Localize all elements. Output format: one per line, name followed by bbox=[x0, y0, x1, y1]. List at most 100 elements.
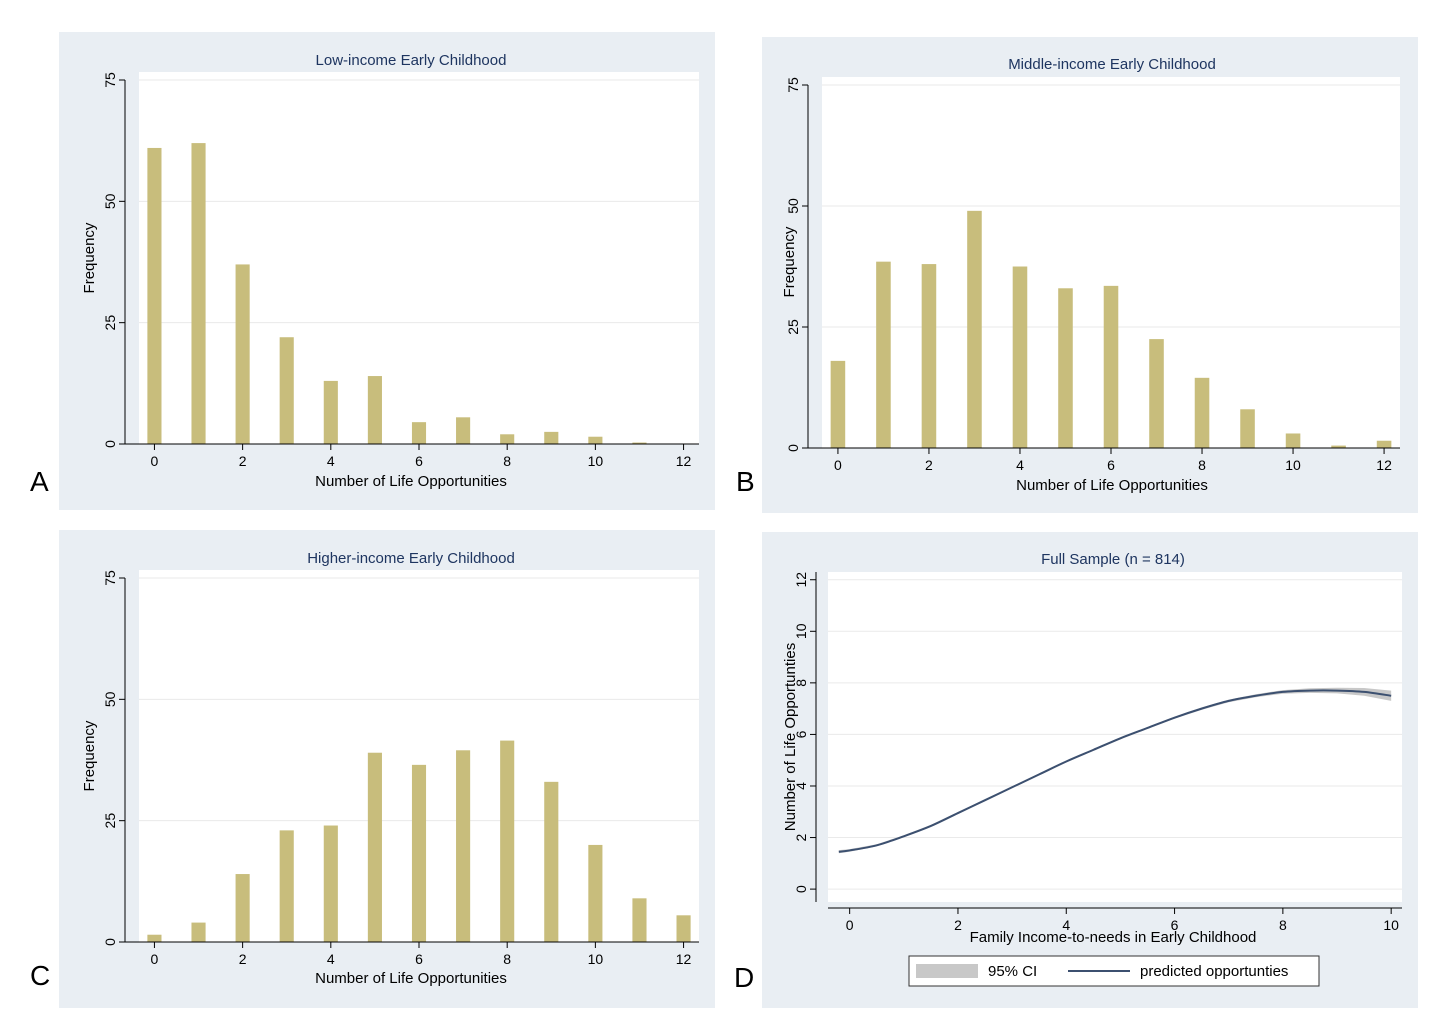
bar bbox=[147, 147, 162, 444]
axes: 0 25 50 75 0 2 4 6 8 10 12 bbox=[102, 570, 699, 967]
bar bbox=[1149, 339, 1164, 448]
x-axis-label: Number of Life Opportunities bbox=[315, 970, 507, 987]
x-tick-label: 4 bbox=[1062, 917, 1070, 933]
legend-ci-swatch bbox=[916, 964, 978, 978]
x-tick-label: 4 bbox=[1016, 457, 1024, 473]
x-tick-label: 10 bbox=[1285, 457, 1301, 473]
y-tick-label: 6 bbox=[793, 730, 809, 738]
y-axis-label: Number of Life Opportunties bbox=[782, 643, 799, 831]
y-tick-label: 0 bbox=[102, 440, 118, 448]
x-tick-label: 6 bbox=[1171, 917, 1179, 933]
axes: 0 25 50 75 0 2 4 6 8 10 12 bbox=[785, 77, 1400, 473]
x-tick-label: 4 bbox=[327, 453, 335, 469]
x-tick-label: 0 bbox=[846, 917, 854, 933]
x-tick-label: 8 bbox=[503, 453, 511, 469]
bar bbox=[456, 417, 471, 444]
legend-ci-label: 95% CI bbox=[988, 963, 1037, 980]
x-axis-label: Family Income-to-needs in Early Childhoo… bbox=[970, 929, 1257, 946]
y-tick-label: 0 bbox=[102, 938, 118, 946]
bar bbox=[1103, 285, 1119, 448]
bar bbox=[1058, 288, 1073, 448]
x-tick-label: 8 bbox=[1198, 457, 1206, 473]
bar bbox=[1194, 377, 1210, 448]
bar bbox=[500, 434, 515, 444]
y-tick-label: 25 bbox=[102, 315, 118, 331]
bar bbox=[279, 337, 294, 444]
gridlines bbox=[828, 579, 1402, 890]
y-tick-label: 25 bbox=[785, 319, 801, 335]
bar bbox=[367, 376, 382, 444]
bar bbox=[235, 264, 250, 444]
bars bbox=[147, 143, 647, 444]
y-axis-label: Frequency bbox=[81, 720, 98, 791]
x-tick-label: 12 bbox=[676, 453, 692, 469]
chart-title: Higher-income Early Childhood bbox=[307, 550, 515, 567]
chart-b: 0 25 50 75 0 2 4 6 8 10 12 Middle-income Early Chi… bbox=[762, 37, 1418, 513]
bars bbox=[830, 210, 1392, 448]
chart-a: 0 25 50 75 0 2 4 6 8 10 12 Low-income Early Childh… bbox=[59, 32, 715, 510]
bar bbox=[1331, 445, 1346, 448]
y-tick-label: 2 bbox=[793, 833, 809, 841]
bar bbox=[191, 922, 206, 942]
y-tick-label: 75 bbox=[102, 72, 118, 88]
x-axis-label: Number of Life Opportunities bbox=[315, 473, 507, 490]
x-tick-label: 0 bbox=[151, 951, 159, 967]
legend: 95% CI predicted opportunties bbox=[908, 955, 1320, 987]
y-tick-label: 4 bbox=[793, 782, 809, 790]
axes: 0 25 50 75 0 2 4 6 8 10 12 bbox=[102, 72, 699, 469]
x-tick-label: 8 bbox=[503, 951, 511, 967]
legend-line-label: predicted opportunties bbox=[1140, 963, 1288, 980]
bar bbox=[1376, 440, 1392, 448]
bar bbox=[676, 915, 691, 942]
y-tick-label: 75 bbox=[102, 570, 118, 586]
panel-d: 0 2 4 6 8 10 12 0 2 4 6 8 10 Full Sample (n = 814) F… bbox=[762, 532, 1418, 1008]
plot-area bbox=[828, 572, 1402, 902]
panel-a: 0 25 50 75 0 2 4 6 8 10 12 Low-income Early Childh… bbox=[59, 32, 715, 510]
x-tick-label: 10 bbox=[588, 951, 604, 967]
panel-letter-c: C bbox=[30, 960, 51, 991]
bar bbox=[830, 360, 846, 448]
bar bbox=[191, 143, 206, 444]
y-tick-label: 8 bbox=[793, 679, 809, 687]
x-tick-label: 0 bbox=[151, 453, 159, 469]
panel-letter-a: A bbox=[30, 466, 49, 497]
y-tick-label: 75 bbox=[785, 77, 801, 93]
bar bbox=[235, 874, 250, 942]
x-tick-label: 2 bbox=[239, 453, 247, 469]
chart-title: Low-income Early Childhood bbox=[316, 52, 507, 69]
y-tick-label: 0 bbox=[785, 444, 801, 452]
x-tick-label: 8 bbox=[1279, 917, 1287, 933]
panel-b: 0 25 50 75 0 2 4 6 8 10 12 Middle-income Early Chi… bbox=[762, 37, 1418, 513]
bar bbox=[147, 934, 162, 942]
bar bbox=[411, 422, 427, 444]
x-axis-label: Number of Life Opportunities bbox=[1016, 477, 1208, 494]
y-tick-label: 12 bbox=[793, 572, 809, 588]
chart-c: 0 25 50 75 0 2 4 6 8 10 12 Higher-income Early Chi… bbox=[59, 530, 715, 1008]
bar bbox=[632, 898, 647, 942]
x-tick-label: 6 bbox=[1107, 457, 1115, 473]
x-tick-label: 12 bbox=[1376, 457, 1392, 473]
x-tick-label: 4 bbox=[327, 951, 335, 967]
bar bbox=[323, 380, 338, 444]
bar bbox=[1285, 433, 1301, 448]
bar bbox=[876, 261, 891, 448]
gridlines bbox=[139, 79, 699, 324]
y-axis-label: Frequency bbox=[81, 222, 98, 293]
plot-area bbox=[139, 72, 699, 444]
bar bbox=[544, 431, 559, 444]
x-tick-label: 10 bbox=[1383, 917, 1399, 933]
panel-c: 0 25 50 75 0 2 4 6 8 10 12 Higher-income Early Chi… bbox=[59, 530, 715, 1008]
x-tick-label: 6 bbox=[415, 951, 423, 967]
bar bbox=[588, 436, 603, 444]
bar bbox=[456, 750, 471, 942]
x-tick-label: 2 bbox=[954, 917, 962, 933]
predicted-line bbox=[838, 689, 1392, 853]
bar bbox=[279, 830, 294, 942]
x-tick-label: 2 bbox=[925, 457, 933, 473]
y-tick-label: 10 bbox=[793, 623, 809, 639]
bar bbox=[588, 844, 603, 942]
y-tick-label: 50 bbox=[102, 691, 118, 707]
y-tick-label: 50 bbox=[102, 193, 118, 209]
y-axis-label: Frequency bbox=[781, 226, 798, 297]
x-tick-label: 0 bbox=[834, 457, 842, 473]
